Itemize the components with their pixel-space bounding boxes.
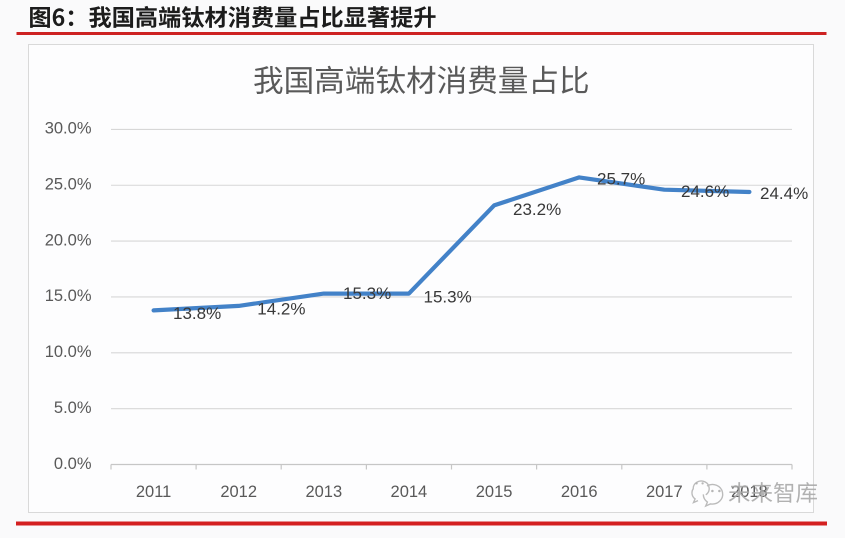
svg-text:24.4%: 24.4% [760, 184, 808, 203]
svg-text:0.0%: 0.0% [54, 455, 92, 473]
svg-text:15.3%: 15.3% [343, 284, 391, 303]
svg-text:25.7%: 25.7% [597, 170, 645, 189]
svg-text:30.0%: 30.0% [45, 120, 92, 138]
svg-text:13.8%: 13.8% [173, 304, 221, 323]
svg-text:14.2%: 14.2% [257, 300, 305, 319]
svg-text:10.0%: 10.0% [45, 343, 92, 361]
svg-text:2013: 2013 [305, 483, 342, 501]
svg-text:2014: 2014 [391, 483, 428, 501]
svg-text:2012: 2012 [220, 483, 257, 501]
svg-text:2017: 2017 [646, 483, 683, 501]
svg-text:15.3%: 15.3% [424, 288, 472, 307]
svg-text:2016: 2016 [561, 483, 598, 501]
svg-text:25.0%: 25.0% [45, 176, 92, 194]
svg-text:23.2%: 23.2% [513, 200, 561, 219]
svg-text:24.6%: 24.6% [681, 182, 729, 201]
svg-text:5.0%: 5.0% [54, 399, 92, 417]
svg-text:20.0%: 20.0% [45, 231, 92, 249]
svg-text:15.0%: 15.0% [45, 287, 92, 305]
svg-text:2011: 2011 [136, 483, 171, 501]
svg-text:2015: 2015 [476, 483, 513, 501]
